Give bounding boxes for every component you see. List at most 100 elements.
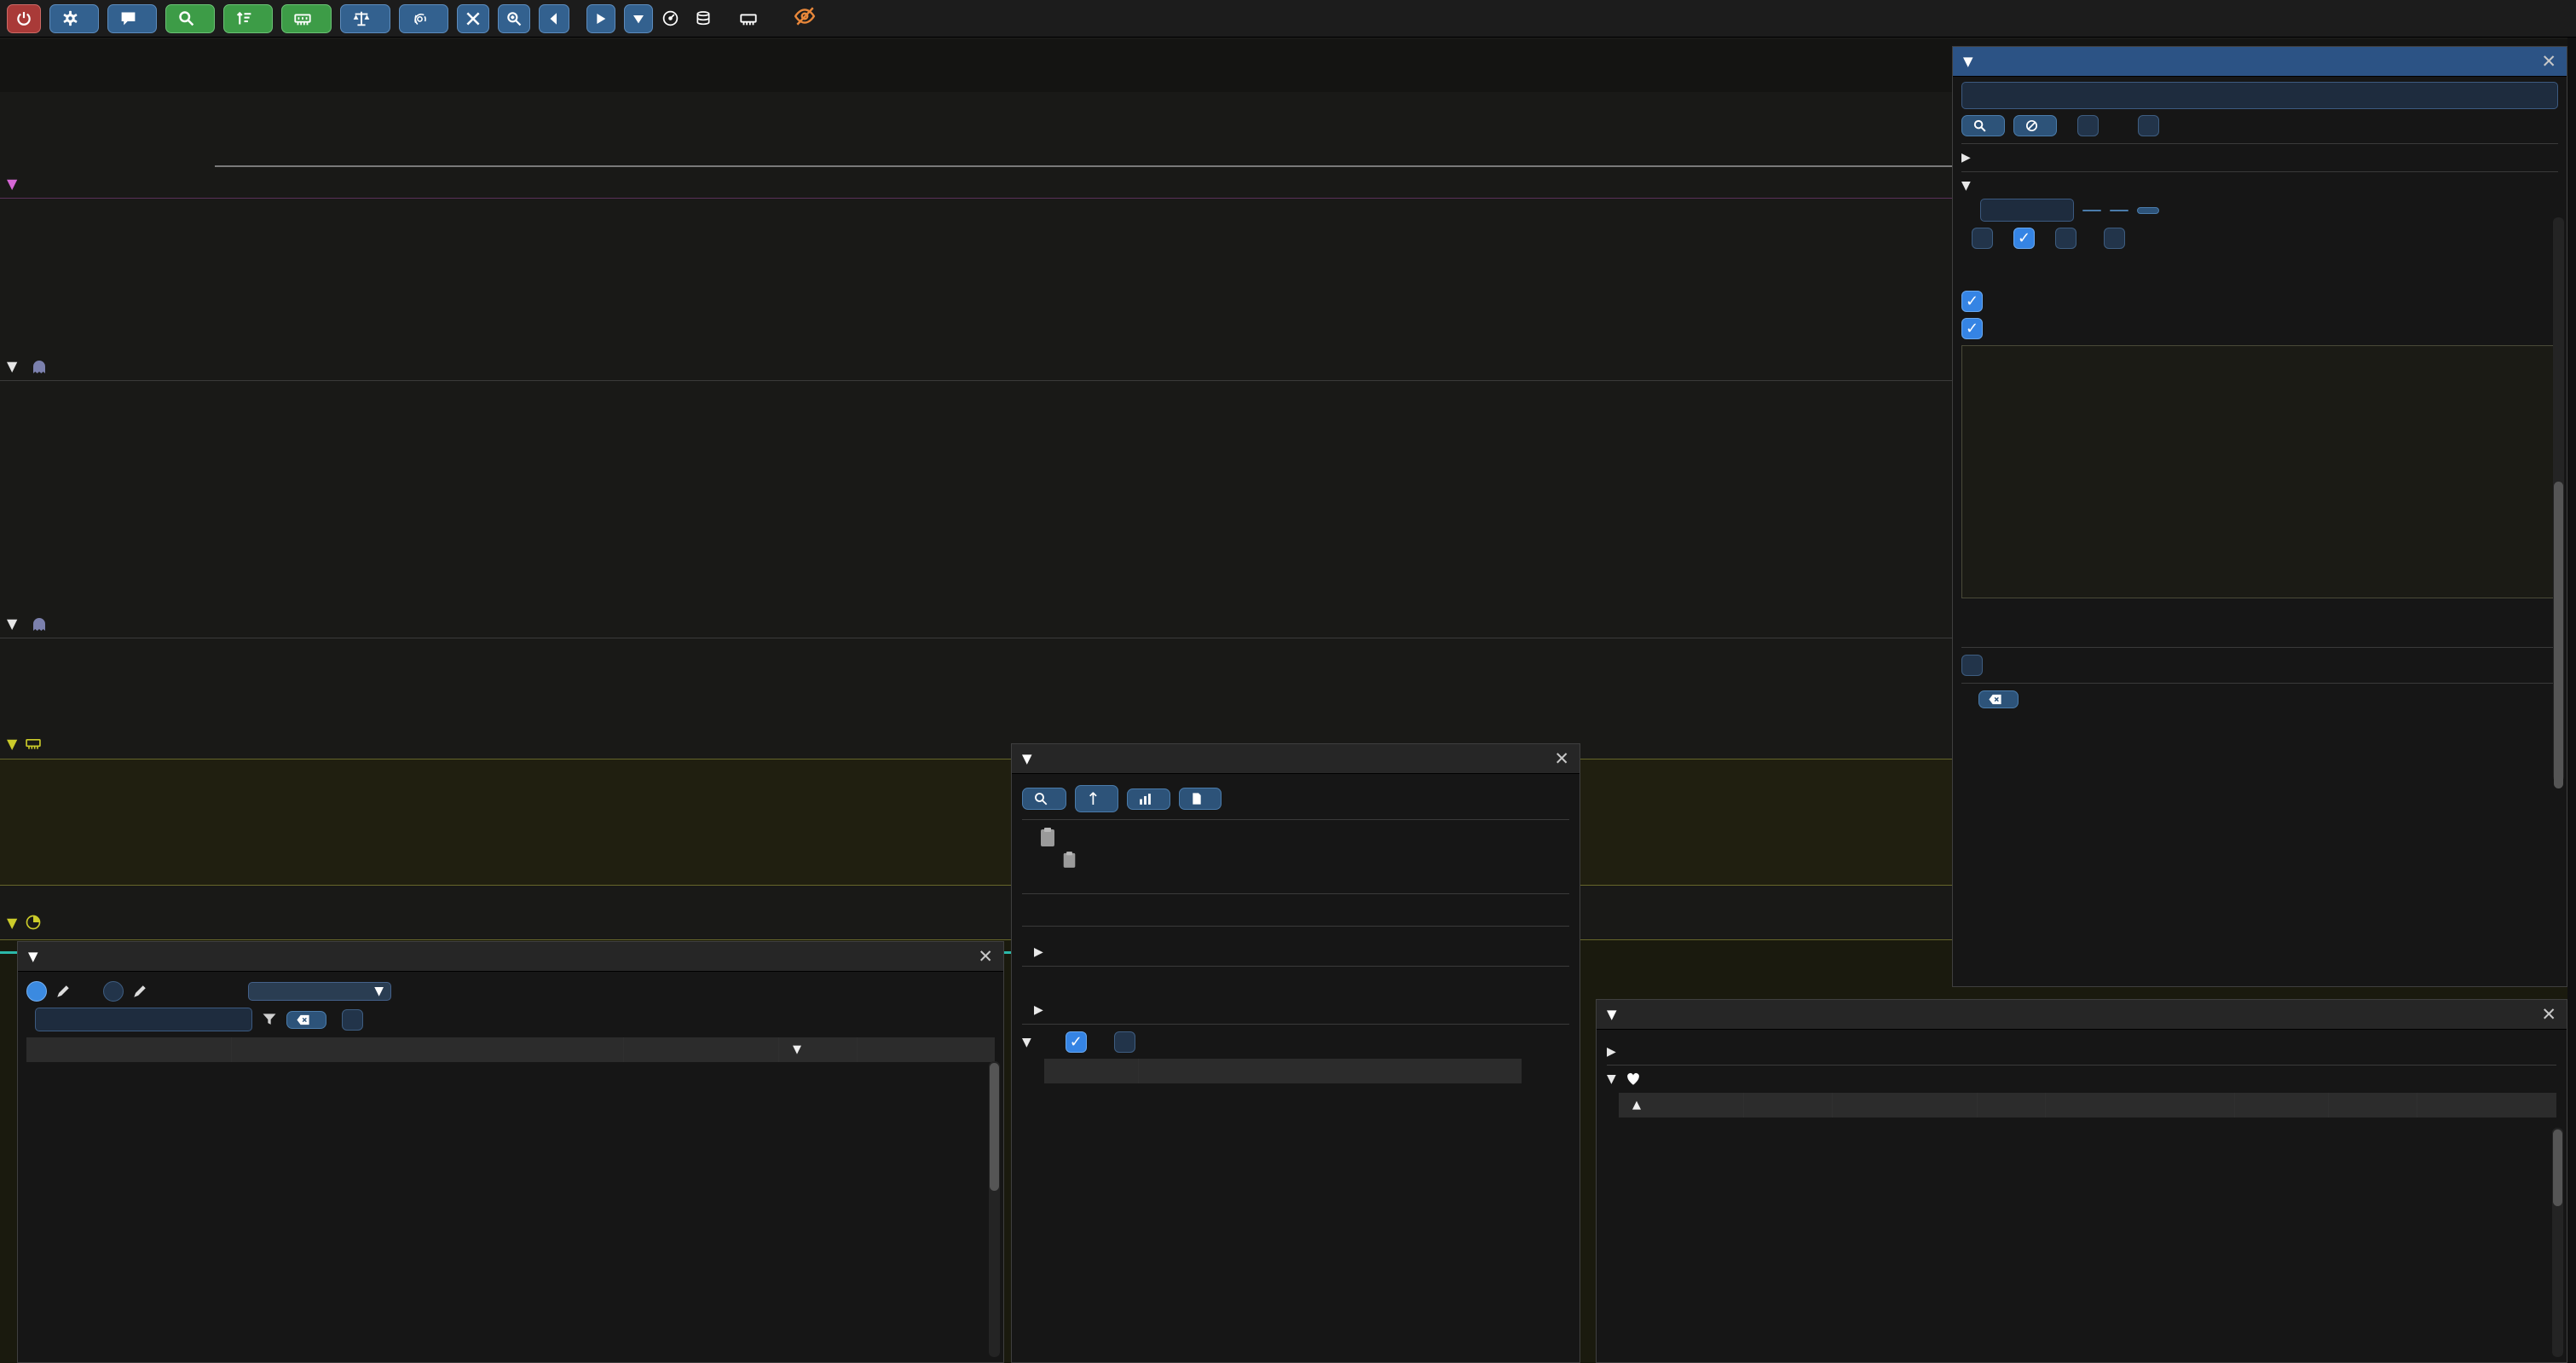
search-icon [1973, 119, 1986, 132]
sampling-radio[interactable] [103, 981, 124, 1002]
section-cpu-usage[interactable]: ▼ [7, 914, 57, 931]
messages-button[interactable] [107, 3, 157, 33]
frame-range-line [215, 165, 2576, 167]
bin-reset-button[interactable] [2137, 206, 2159, 214]
collapse-triangle-icon: ▼ [1963, 54, 1973, 69]
timing-dropdown[interactable]: ▼ [248, 982, 391, 1001]
funnel-icon[interactable] [261, 1011, 278, 1028]
matched-locations-expander[interactable]: ▶ [1961, 151, 1971, 165]
statistics-button[interactable] [223, 3, 273, 33]
divider [0, 380, 2576, 381]
comment-icon [121, 12, 136, 26]
zoom-to-zone-button[interactable] [1022, 788, 1066, 810]
section-cpu-data[interactable]: ▼ [7, 176, 25, 192]
mean-time-checkbox[interactable]: ✓ [1961, 291, 1983, 312]
filter-clear-button[interactable] [286, 1010, 326, 1029]
group-mean-checkbox[interactable]: ✓ [1961, 318, 1983, 339]
sort-icon [236, 11, 251, 25]
compare-button[interactable] [340, 3, 390, 33]
timeline-minimap-strip[interactable] [2567, 0, 2576, 1363]
options-button[interactable] [49, 3, 99, 33]
bin-plus-button[interactable] [2110, 209, 2128, 211]
close-icon[interactable]: ✕ [1554, 748, 1569, 769]
memory-titlebar[interactable]: ▼ ✕ [1597, 1000, 2567, 1030]
bars-icon [1139, 793, 1151, 805]
memory-table-header[interactable]: ▲ [1619, 1093, 2556, 1118]
zone-time-histogram[interactable] [1961, 345, 2558, 598]
eye-off-indicator[interactable] [794, 5, 816, 32]
close-icon[interactable]: ✕ [2541, 1004, 2556, 1025]
clipboard-icon[interactable] [1062, 851, 1077, 869]
close-icon[interactable]: ✕ [978, 946, 993, 967]
active-allocations-expander[interactable]: ▼ [1607, 1071, 2556, 1087]
instrumentation-radio[interactable] [26, 981, 47, 1002]
zone-statistics-button[interactable] [1126, 788, 1170, 810]
self-time-checkbox[interactable] [2104, 228, 2125, 249]
messages-table-header [1044, 1059, 1522, 1083]
section-streaming-manager[interactable]: ▼ [7, 615, 46, 632]
frames-play-button[interactable] [586, 3, 615, 33]
min-bin-input[interactable] [1980, 199, 2074, 222]
fingerprint-icon [414, 14, 426, 26]
log-time-checkbox[interactable]: ✓ [2013, 228, 2035, 249]
memory-button[interactable] [281, 3, 332, 33]
statistics-table-header[interactable]: ▼ [26, 1037, 995, 1062]
allocations-list-expander[interactable]: ▶ [1034, 1003, 1043, 1017]
main-toolbar [0, 0, 2576, 38]
power-button[interactable] [7, 3, 41, 33]
find-zone-scrollbar[interactable] [2553, 217, 2564, 788]
cumulate-time-checkbox[interactable] [2055, 228, 2076, 249]
ram-icon [26, 739, 42, 749]
zone-info-window: ▼ ✕ ↑ [1011, 743, 1580, 1363]
limit-range-checkbox[interactable] [2138, 115, 2159, 136]
log-values-checkbox[interactable] [1972, 228, 1993, 249]
triangle-down-icon [633, 14, 644, 23]
collapse-triangle-icon: ▼ [7, 914, 18, 931]
close-icon[interactable]: ✕ [2541, 51, 2556, 72]
allocations-expander[interactable]: ▶ [1607, 1045, 1616, 1059]
time-relative-checkbox[interactable]: ✓ [1065, 1031, 1087, 1053]
heartbeat-icon [1626, 1072, 1639, 1085]
backspace-icon [297, 1014, 309, 1025]
bin-minus-button[interactable] [2082, 209, 2101, 211]
statistics-scrollbar[interactable] [989, 1061, 1000, 1357]
find-zone-titlebar[interactable]: ▼ ✕ [1953, 47, 2567, 77]
zoom-button[interactable] [498, 3, 530, 33]
wait-regions-expander[interactable]: ▶ [1034, 945, 1043, 959]
messages-expander[interactable]: ▼ ✓ [1022, 1031, 1569, 1053]
found-zones-clear-button[interactable] [1978, 690, 2019, 708]
find-zone-button[interactable] [165, 3, 215, 33]
section-glthread[interactable]: ▼ [7, 358, 46, 374]
database-icon [696, 10, 710, 25]
search-icon [179, 11, 194, 26]
eyedropper-icon [134, 985, 146, 997]
collapse-triangle-icon: ▼ [28, 949, 38, 964]
go-to-parent-button[interactable]: ↑ [1075, 785, 1118, 812]
clipboard-icon[interactable] [1039, 827, 1056, 847]
show-zone-time-checkbox[interactable] [1961, 655, 1983, 676]
collapse-triangle-icon: ▼ [1022, 751, 1032, 766]
zone-info-titlebar[interactable]: ▼ ✕ [1012, 744, 1580, 774]
go-back-button[interactable] [539, 3, 569, 33]
exclude-children-checkbox[interactable] [1113, 1031, 1135, 1053]
play-icon [597, 13, 606, 24]
ignore-case-checkbox[interactable] [2077, 115, 2099, 136]
filter-input[interactable] [35, 1008, 252, 1031]
info-button[interactable] [399, 3, 448, 33]
histogram-expander[interactable]: ▼ [1961, 179, 1971, 193]
find-button[interactable] [1961, 115, 2005, 136]
tools-icon [466, 11, 480, 26]
section-memory-usage[interactable]: ▼ [7, 735, 57, 752]
tools-button[interactable] [457, 3, 489, 33]
limit-range-checkbox[interactable] [342, 1008, 363, 1031]
source-button[interactable] [1178, 788, 1222, 810]
divider [0, 198, 2576, 199]
location-color-swatch [1022, 852, 1037, 867]
frames-down-button[interactable] [624, 3, 653, 33]
find-zone-search-input[interactable] [1961, 82, 2558, 109]
statistics-titlebar[interactable]: ▼ ✕ [18, 942, 1003, 972]
clear-button[interactable] [2013, 115, 2057, 136]
mean-color-swatch [1991, 294, 2006, 309]
collapse-triangle-icon: ▼ [7, 735, 18, 752]
memory-scrollbar[interactable] [2552, 1128, 2563, 1357]
